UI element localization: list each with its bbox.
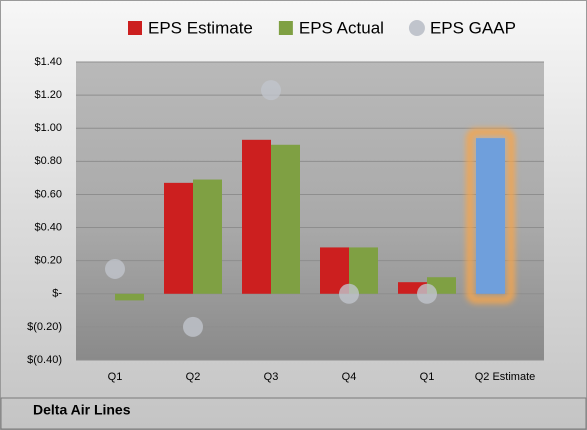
bar [164, 182, 193, 294]
bar [476, 138, 505, 294]
bar [398, 282, 427, 294]
gaap-marker [105, 258, 125, 279]
y-tick-label: $0.80 [34, 155, 62, 167]
legend-marker [278, 21, 293, 35]
bar [271, 144, 300, 294]
y-tick-label: $0.20 [34, 255, 62, 267]
bar [193, 179, 222, 294]
footer: Delta Air Lines [33, 402, 131, 418]
x-tick-label: Q4 [342, 371, 357, 383]
y-tick-label: $0.40 [34, 221, 62, 233]
x-tick-label: Q2 Estimate [475, 371, 536, 383]
gaap-marker [261, 80, 281, 101]
gaap-marker [183, 316, 203, 337]
y-tick-label: $1.00 [34, 122, 62, 134]
y-tick-label: $(0.20) [27, 321, 62, 333]
y-tick-label: $0.60 [34, 188, 62, 200]
bar [242, 139, 271, 294]
y-tick-label: $1.20 [34, 89, 62, 101]
legend-label: EPS Actual [299, 18, 384, 37]
y-tick-label: $- [52, 288, 62, 300]
gaap-marker [417, 283, 437, 304]
footer-box [0, 397, 587, 430]
legend-label: EPS Estimate [148, 18, 253, 37]
x-tick-label: Q1 [108, 371, 123, 383]
x-tick-label: Q3 [264, 371, 279, 383]
legend-label: EPS GAAP [430, 18, 516, 37]
y-tick-label: $1.40 [34, 56, 62, 68]
bar [115, 293, 144, 301]
highlight-glow [466, 128, 515, 304]
legend-marker [128, 21, 142, 35]
gaap-marker [339, 283, 359, 304]
legend: EPS Estimate EPS Actual EPS GAAP [128, 18, 516, 37]
y-tick-label: $(0.40) [27, 354, 62, 366]
x-tick-label: Q2 [186, 371, 201, 383]
x-tick-label: Q1 [420, 371, 435, 383]
legend-marker [408, 20, 425, 36]
